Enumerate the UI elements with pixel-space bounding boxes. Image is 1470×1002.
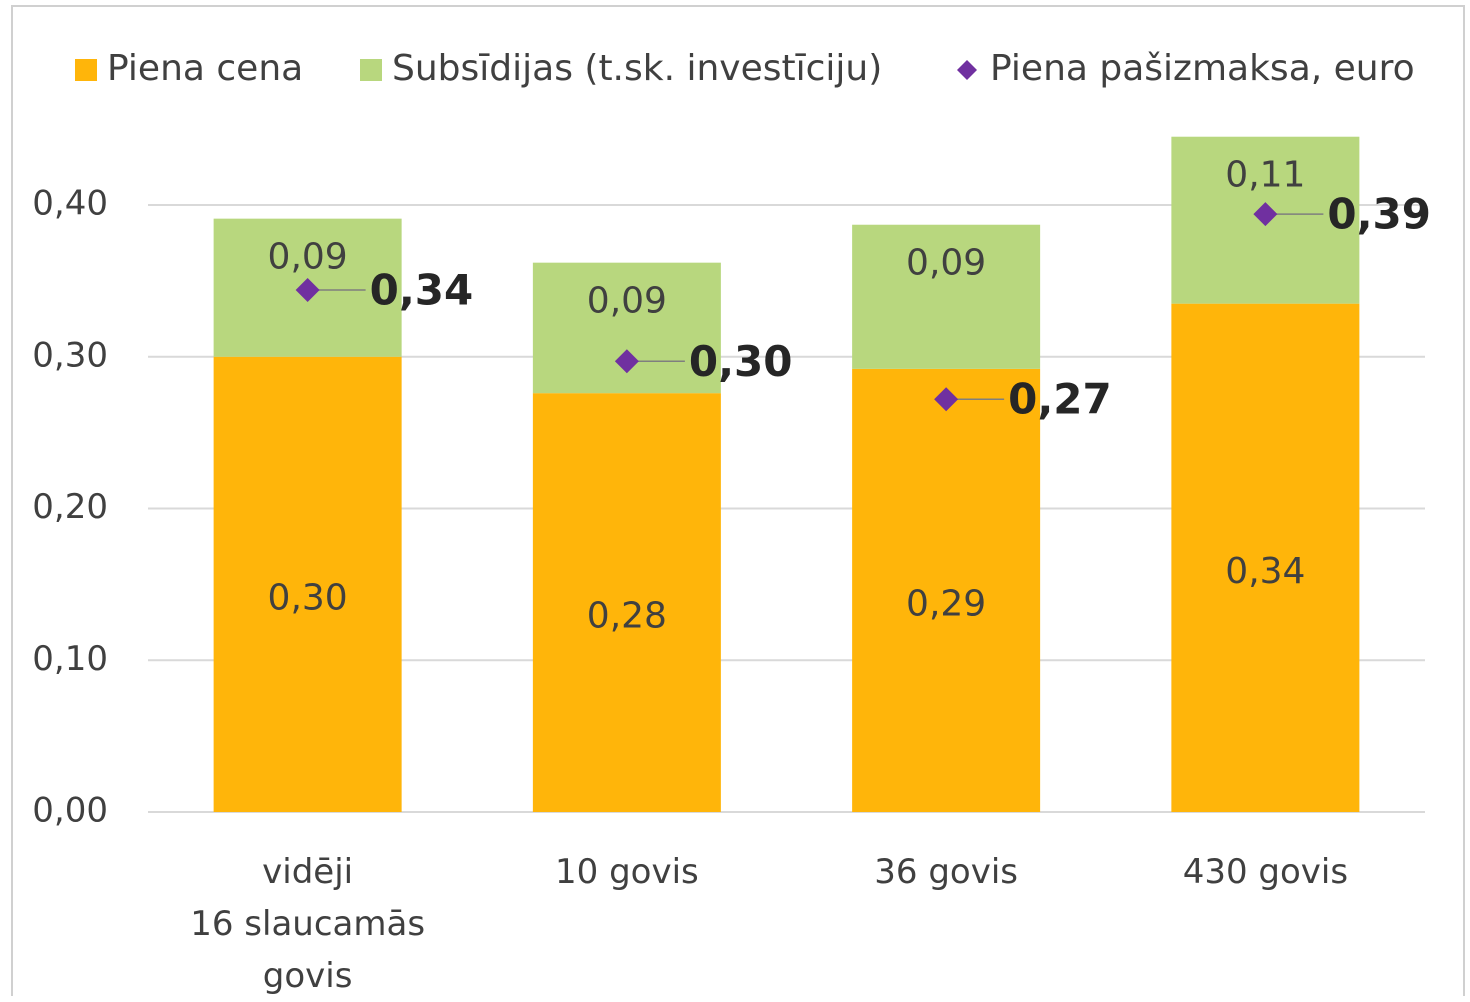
y-tick-label: 0,00 bbox=[32, 791, 108, 831]
chart-frame bbox=[11, 5, 1465, 996]
marker-label: 0,30 bbox=[689, 337, 793, 386]
marker bbox=[614, 349, 639, 374]
data-label: 0,09 bbox=[906, 243, 986, 284]
marker-label: 0,27 bbox=[1008, 375, 1112, 424]
marker bbox=[295, 277, 320, 302]
marker-label: 0,34 bbox=[370, 265, 474, 314]
legend-label: Piena pašizmaksa, euro bbox=[990, 48, 1415, 89]
data-label: 0,28 bbox=[587, 596, 667, 637]
bar-segment bbox=[1171, 303, 1360, 812]
marker-label: 0,39 bbox=[1327, 190, 1431, 239]
marker bbox=[1253, 202, 1278, 227]
bar-segment bbox=[532, 393, 721, 812]
data-label: 0,11 bbox=[1225, 155, 1305, 196]
y-tick-label: 0,20 bbox=[32, 487, 108, 527]
data-label: 0,09 bbox=[268, 237, 348, 278]
legend-swatch bbox=[75, 59, 97, 81]
y-tick-label: 0,40 bbox=[32, 184, 108, 224]
y-tick-label: 0,10 bbox=[32, 639, 108, 679]
data-label: 0,34 bbox=[1225, 551, 1305, 592]
x-tick-label: 36 govis bbox=[874, 852, 1018, 892]
bar-segment bbox=[852, 368, 1041, 812]
x-tick-label: 430 govis bbox=[1182, 852, 1349, 892]
y-tick-label: 0,30 bbox=[32, 335, 108, 375]
bar-segment bbox=[852, 224, 1041, 369]
legend-swatch bbox=[360, 59, 382, 81]
x-tick-label: 10 govis bbox=[555, 852, 699, 892]
data-label: 0,30 bbox=[268, 577, 348, 618]
data-label: 0,09 bbox=[587, 281, 667, 322]
legend-label: Subsīdijas (t.sk. investīciju) bbox=[392, 48, 882, 89]
marker bbox=[934, 387, 959, 412]
x-tick-label: vidēji 16 slaucamās govis bbox=[190, 852, 426, 996]
bar-segment bbox=[213, 356, 402, 812]
legend-label: Piena cena bbox=[107, 48, 303, 89]
data-label: 0,29 bbox=[906, 583, 986, 624]
legend-swatch bbox=[957, 60, 977, 80]
